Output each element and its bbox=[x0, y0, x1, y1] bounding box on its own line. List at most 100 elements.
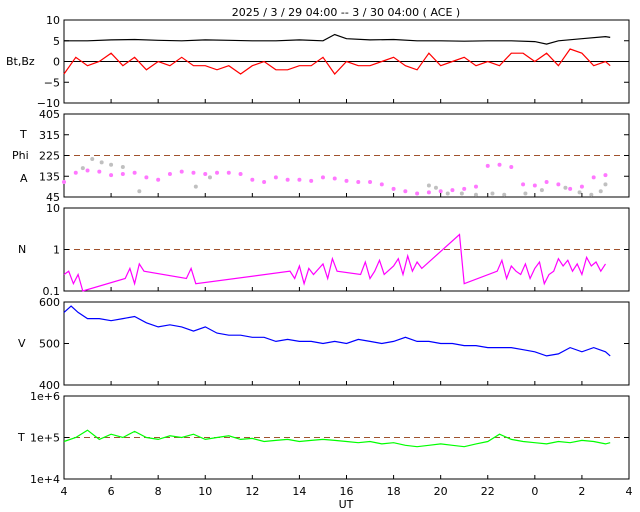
series-line-n bbox=[63, 233, 607, 292]
y-tick-label: 5 bbox=[53, 35, 60, 48]
y-tick-label: 225 bbox=[39, 150, 60, 163]
data-point bbox=[132, 170, 137, 175]
y-tick-label: 1e+5 bbox=[30, 432, 60, 445]
data-point bbox=[544, 180, 549, 185]
data-point bbox=[356, 180, 361, 185]
y-tick-label: −5 bbox=[44, 76, 60, 89]
data-point bbox=[285, 177, 290, 182]
data-point bbox=[391, 186, 396, 191]
y-tick-label: 1e+6 bbox=[30, 390, 60, 403]
data-point bbox=[262, 180, 267, 185]
data-point bbox=[473, 192, 478, 197]
data-point bbox=[120, 165, 125, 170]
y-tick-label: 135 bbox=[39, 170, 60, 183]
y-tick-label: 10 bbox=[46, 14, 60, 27]
data-point bbox=[137, 189, 142, 194]
y-tick-label: 500 bbox=[39, 338, 60, 351]
data-point bbox=[238, 171, 243, 176]
data-point bbox=[415, 191, 420, 196]
y-axis-label: T bbox=[17, 431, 25, 444]
x-tick-label: 10 bbox=[198, 485, 212, 498]
data-point bbox=[368, 180, 373, 185]
x-tick-label: 12 bbox=[245, 485, 259, 498]
y-tick-label: 1 bbox=[53, 244, 60, 257]
x-tick-label: 8 bbox=[155, 485, 162, 498]
data-point bbox=[523, 191, 528, 196]
data-point bbox=[497, 162, 502, 167]
panel-temperature: 1e+6 1e+5 1e+4 T bbox=[17, 390, 630, 486]
data-point bbox=[379, 182, 384, 187]
series-line-bz bbox=[63, 48, 611, 75]
y-tick-label: 405 bbox=[39, 108, 60, 121]
x-tick-label: 20 bbox=[434, 485, 448, 498]
data-point bbox=[579, 184, 584, 189]
data-point bbox=[99, 160, 104, 165]
data-point bbox=[80, 166, 85, 171]
x-tick-label: 2 bbox=[578, 485, 585, 498]
data-point bbox=[502, 192, 507, 197]
data-point bbox=[459, 191, 464, 196]
data-point bbox=[320, 175, 325, 180]
y-ticks: 600 500 400 bbox=[39, 296, 630, 392]
data-point bbox=[73, 170, 78, 175]
x-tick-label: 22 bbox=[481, 485, 495, 498]
x-tick-label: 4 bbox=[61, 485, 68, 498]
data-point bbox=[532, 183, 537, 188]
data-point bbox=[191, 170, 196, 175]
data-point bbox=[250, 177, 255, 182]
data-point bbox=[485, 163, 490, 168]
data-point bbox=[207, 175, 212, 180]
data-point bbox=[603, 182, 608, 187]
data-point bbox=[144, 175, 149, 180]
data-point bbox=[215, 170, 220, 175]
data-point bbox=[589, 192, 594, 197]
data-point bbox=[426, 190, 431, 195]
data-point bbox=[309, 178, 314, 183]
y-tick-label: 10 bbox=[46, 202, 60, 215]
data-point bbox=[433, 185, 438, 190]
data-point bbox=[62, 180, 66, 185]
data-point bbox=[297, 177, 302, 182]
data-point bbox=[539, 188, 544, 193]
data-point bbox=[438, 189, 443, 194]
y-tick-label: 315 bbox=[39, 129, 60, 142]
data-point bbox=[85, 168, 90, 173]
y-tick-label: 0.1 bbox=[43, 285, 61, 298]
y-axis-label-theta: T bbox=[19, 128, 27, 141]
x-tick-label: 6 bbox=[108, 485, 115, 498]
data-point bbox=[563, 185, 568, 190]
x-tick-label: 18 bbox=[387, 485, 401, 498]
data-point bbox=[332, 176, 337, 181]
y-axis-label: V bbox=[18, 337, 26, 350]
series-line-bt bbox=[64, 33, 611, 45]
data-point bbox=[490, 191, 495, 196]
x-tick-label: 4 bbox=[626, 485, 633, 498]
x-tick-label: 14 bbox=[292, 485, 306, 498]
data-point bbox=[450, 188, 455, 193]
y-tick-label: 600 bbox=[39, 296, 60, 309]
series-marks bbox=[63, 33, 611, 75]
series-line-t bbox=[63, 429, 611, 448]
data-point bbox=[179, 169, 184, 174]
x-axis-label: UT bbox=[339, 498, 354, 511]
data-point bbox=[403, 189, 408, 194]
y-tick-label: 400 bbox=[39, 379, 60, 392]
chart-title: 2025 / 3 / 29 04:00 -- 3 / 30 04:00 ( AC… bbox=[232, 6, 460, 19]
y-tick-label: 45 bbox=[46, 191, 60, 204]
y-tick-label: −10 bbox=[37, 97, 60, 110]
data-point bbox=[556, 182, 561, 187]
panel-speed: 600 500 400 V bbox=[18, 296, 630, 392]
series-line-v bbox=[63, 305, 611, 357]
data-point bbox=[521, 182, 526, 187]
series-marks bbox=[63, 429, 611, 448]
y-axis-label-phi: Phi bbox=[12, 149, 29, 162]
data-point bbox=[577, 190, 582, 195]
data-point bbox=[97, 169, 102, 174]
data-point bbox=[445, 191, 450, 196]
y-ticks: 10 5 0 −5 −10 bbox=[37, 14, 630, 110]
data-point bbox=[603, 173, 608, 178]
panel-magnetic-field: 10 5 0 −5 −10 Bt,Bz bbox=[6, 14, 630, 110]
data-point bbox=[226, 170, 231, 175]
x-tick-label: 16 bbox=[340, 485, 354, 498]
